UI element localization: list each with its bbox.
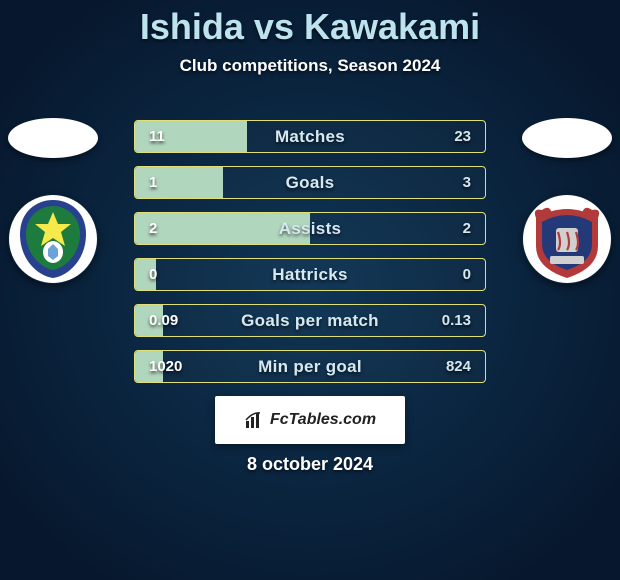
- stat-row: Goals1 3: [134, 166, 486, 199]
- stat-value-right: 3: [463, 167, 471, 198]
- right-club-crest-icon: [522, 194, 612, 284]
- stat-value-right: 824: [446, 351, 471, 382]
- right-player-col: [522, 118, 612, 284]
- stat-value-right: 2: [463, 213, 471, 244]
- stat-value-left: 1: [149, 167, 157, 198]
- subtitle: Club competitions, Season 2024: [0, 56, 620, 76]
- stat-row: Assists2 2: [134, 212, 486, 245]
- page-title: Ishida vs Kawakami: [0, 0, 620, 48]
- left-player-col: [8, 118, 98, 284]
- stat-value-left: 0: [149, 259, 157, 290]
- left-flag-icon: [8, 118, 98, 158]
- date: 8 october 2024: [0, 454, 620, 475]
- left-club-crest-icon: [8, 194, 98, 284]
- stat-row: Goals per match0.09 0.13: [134, 304, 486, 337]
- fctables-label: FcTables.com: [270, 411, 376, 429]
- stat-label: Goals: [135, 167, 485, 198]
- stat-value-left: 1020: [149, 351, 182, 382]
- stat-label: Hattricks: [135, 259, 485, 290]
- stat-value-left: 0.09: [149, 305, 178, 336]
- stat-label: Goals per match: [135, 305, 485, 336]
- stat-value-right: 0: [463, 259, 471, 290]
- stat-value-left: 11: [149, 121, 165, 152]
- stat-row: Hattricks0 0: [134, 258, 486, 291]
- fctables-badge: FcTables.com: [215, 396, 405, 444]
- stat-label: Min per goal: [135, 351, 485, 382]
- stat-row: Min per goal1020 824: [134, 350, 486, 383]
- stat-label: Matches: [135, 121, 485, 152]
- stat-row: Matches11 23: [134, 120, 486, 153]
- right-flag-icon: [522, 118, 612, 158]
- stat-bars: Matches11 23 Goals1 3 Assists2 2 Hattricks0 0 Go…: [134, 120, 486, 396]
- stat-value-left: 2: [149, 213, 157, 244]
- stat-value-right: 23: [454, 121, 471, 152]
- stat-value-right: 0.13: [442, 305, 471, 336]
- stat-label: Assists: [135, 213, 485, 244]
- fctables-icon: [244, 410, 264, 430]
